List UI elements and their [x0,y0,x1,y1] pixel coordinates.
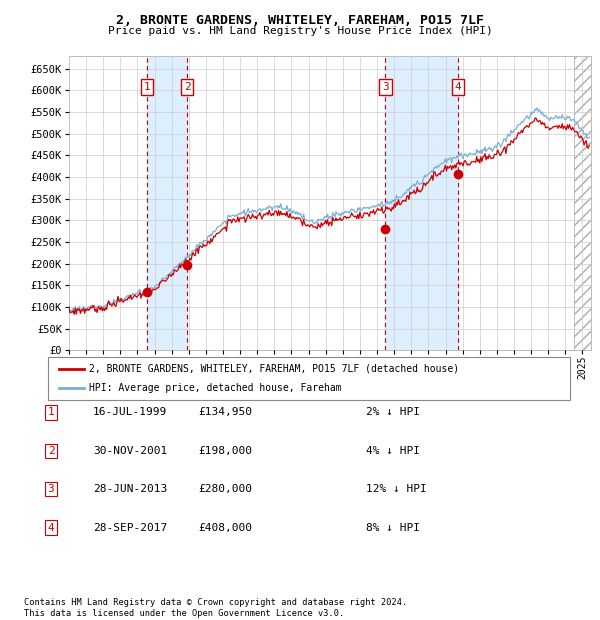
Text: £134,950: £134,950 [198,407,252,417]
Text: 1: 1 [143,82,150,92]
Text: Contains HM Land Registry data © Crown copyright and database right 2024.: Contains HM Land Registry data © Crown c… [24,598,407,607]
Text: 4: 4 [455,82,461,92]
Text: 3: 3 [382,82,389,92]
Text: 16-JUL-1999: 16-JUL-1999 [93,407,167,417]
Text: 30-NOV-2001: 30-NOV-2001 [93,446,167,456]
Text: Price paid vs. HM Land Registry's House Price Index (HPI): Price paid vs. HM Land Registry's House … [107,26,493,36]
Text: 1: 1 [47,407,55,417]
Text: 2, BRONTE GARDENS, WHITELEY, FAREHAM, PO15 7LF: 2, BRONTE GARDENS, WHITELEY, FAREHAM, PO… [116,14,484,27]
Text: 3: 3 [47,484,55,494]
Text: 4% ↓ HPI: 4% ↓ HPI [366,446,420,456]
Text: £198,000: £198,000 [198,446,252,456]
Text: HPI: Average price, detached house, Fareham: HPI: Average price, detached house, Fare… [89,383,341,392]
Text: 8% ↓ HPI: 8% ↓ HPI [366,523,420,533]
Text: This data is licensed under the Open Government Licence v3.0.: This data is licensed under the Open Gov… [24,609,344,618]
Bar [385,56,458,350]
Text: 2, BRONTE GARDENS, WHITELEY, FAREHAM, PO15 7LF (detached house): 2, BRONTE GARDENS, WHITELEY, FAREHAM, PO… [89,364,459,374]
Text: 4: 4 [47,523,55,533]
Text: £408,000: £408,000 [198,523,252,533]
Text: 2% ↓ HPI: 2% ↓ HPI [366,407,420,417]
Text: £280,000: £280,000 [198,484,252,494]
Text: 28-JUN-2013: 28-JUN-2013 [93,484,167,494]
Text: 2: 2 [184,82,191,92]
Text: 12% ↓ HPI: 12% ↓ HPI [366,484,427,494]
Text: 2: 2 [47,446,55,456]
Text: 28-SEP-2017: 28-SEP-2017 [93,523,167,533]
Bar [147,56,187,350]
